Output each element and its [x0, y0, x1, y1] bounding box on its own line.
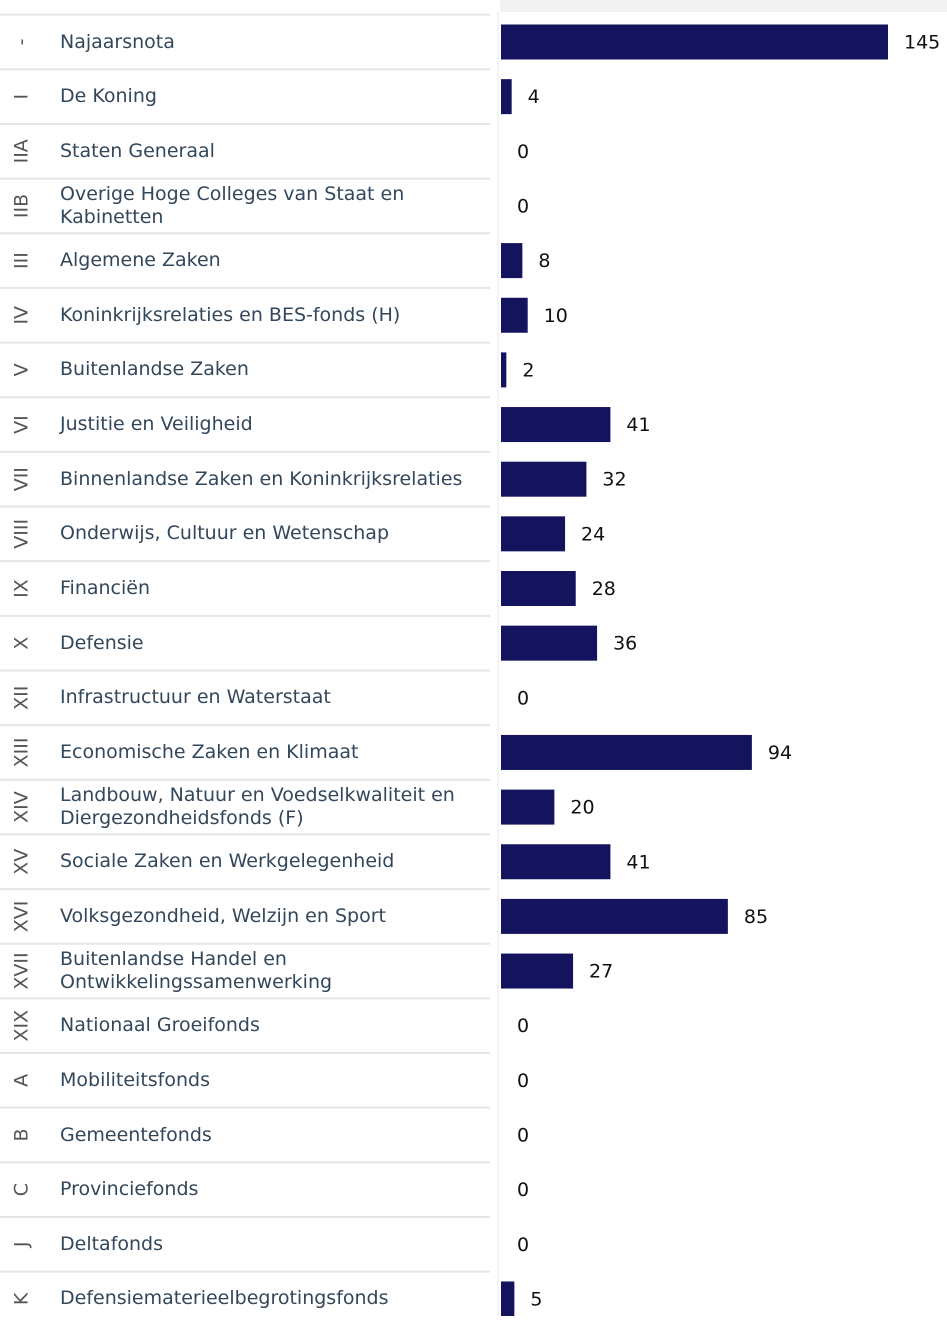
row-code: VIII: [11, 519, 33, 549]
value-label: 0: [517, 1179, 529, 1201]
row-code: XIX: [11, 1010, 33, 1042]
value-label: 10: [544, 305, 568, 327]
value-label: 2: [522, 359, 534, 381]
row-code: VII: [11, 467, 33, 491]
row-code: K: [11, 1292, 33, 1305]
category-label: Justitie en Veiligheid: [60, 413, 253, 436]
value-label: 0: [517, 141, 529, 163]
category-label: Staten Generaal: [60, 139, 215, 162]
row-code: VI: [11, 415, 33, 434]
value-label: 0: [517, 1125, 529, 1147]
row-code: IIB: [11, 194, 33, 218]
category-label: Binnenlandse Zaken en Koninkrijksrelatie…: [60, 467, 463, 490]
row-code: IX: [11, 579, 33, 598]
category-label: Nationaal Groeifonds: [60, 1014, 260, 1037]
value-label: 85: [744, 906, 768, 928]
category-label: Buitenlandse Zaken: [60, 358, 249, 381]
value-label: 36: [613, 633, 637, 655]
category-label: Landbouw, Natuur en Voedselkwaliteit en …: [60, 784, 455, 830]
row-code: A: [11, 1074, 33, 1087]
category-label: Mobiliteitsfonds: [60, 1068, 210, 1091]
value-label: 4: [528, 86, 540, 108]
row-code: XIV: [11, 791, 33, 823]
bar: [501, 243, 523, 279]
bar: [501, 844, 611, 880]
category-label: Najaarsnota: [60, 30, 175, 53]
category-label: Overige Hoge Colleges van Staat en Kabin…: [60, 182, 405, 228]
top-strip: [500, 0, 947, 12]
value-label: 24: [581, 523, 605, 545]
row-code: -: [11, 39, 33, 46]
value-label: 0: [517, 687, 529, 709]
value-label: 32: [602, 469, 626, 491]
row-code: III: [11, 252, 33, 269]
category-label: Gemeentefonds: [60, 1123, 212, 1146]
bar: [501, 625, 598, 661]
row-code: IIA: [11, 139, 33, 163]
bar: [501, 898, 728, 934]
row-code: XIII: [11, 738, 33, 768]
value-label: 0: [517, 1234, 529, 1256]
category-label: Deltafonds: [60, 1232, 164, 1255]
category-label: De Koning: [60, 85, 157, 108]
value-label: 0: [517, 1015, 529, 1037]
category-label: Onderwijs, Cultuur en Wetenschap: [60, 522, 390, 545]
category-label: Defensiematerieelbegrotingsfonds: [60, 1287, 389, 1310]
category-label: Economische Zaken en Klimaat: [60, 740, 359, 763]
bar: [501, 516, 566, 552]
category-label: Volksgezondheid, Welzijn en Sport: [60, 904, 386, 927]
category-label: Infrastructuur en Waterstaat: [60, 686, 331, 709]
value-label: 5: [530, 1288, 542, 1310]
category-label: Algemene Zaken: [60, 249, 221, 272]
row-code: XVI: [11, 901, 33, 933]
value-label: 20: [570, 797, 594, 819]
bar: [501, 24, 888, 60]
category-label: Buitenlandse Handel en Ontwikkelingssame…: [60, 948, 333, 994]
row-code: XV: [11, 849, 33, 875]
category-label: Provinciefonds: [60, 1178, 199, 1201]
bar: [501, 79, 512, 115]
value-label: 28: [592, 578, 616, 600]
value-label: 0: [517, 1070, 529, 1092]
bar: [501, 407, 611, 443]
bar: [501, 953, 574, 989]
bar: [501, 789, 555, 825]
bar: [501, 734, 752, 770]
row-code: IV: [11, 306, 33, 325]
category-label: Sociale Zaken en Werkgelegenheid: [60, 850, 395, 873]
value-label: 27: [589, 961, 613, 983]
value-label: 0: [517, 195, 529, 217]
row-code: I: [11, 94, 33, 100]
row-code: J: [11, 1241, 33, 1248]
bar: [501, 461, 587, 497]
value-label: 41: [626, 851, 650, 873]
category-label: Koninkrijksrelaties en BES-fonds (H): [60, 303, 401, 326]
row-code: X: [11, 637, 33, 650]
row-code: C: [11, 1183, 33, 1196]
value-label: 41: [626, 414, 650, 436]
value-label: 8: [538, 250, 550, 272]
value-label: 94: [768, 742, 792, 764]
value-label: 145: [904, 32, 940, 54]
bar: [501, 352, 507, 388]
bar: [501, 297, 528, 333]
row-code: V: [11, 363, 33, 376]
category-label: Defensie: [60, 631, 144, 654]
bar: [501, 571, 576, 606]
bar: [501, 1281, 515, 1316]
row-code: XVII: [11, 952, 33, 989]
row-code: XII: [11, 686, 33, 710]
category-label: Financiën: [60, 577, 151, 599]
row-code: B: [11, 1128, 33, 1141]
